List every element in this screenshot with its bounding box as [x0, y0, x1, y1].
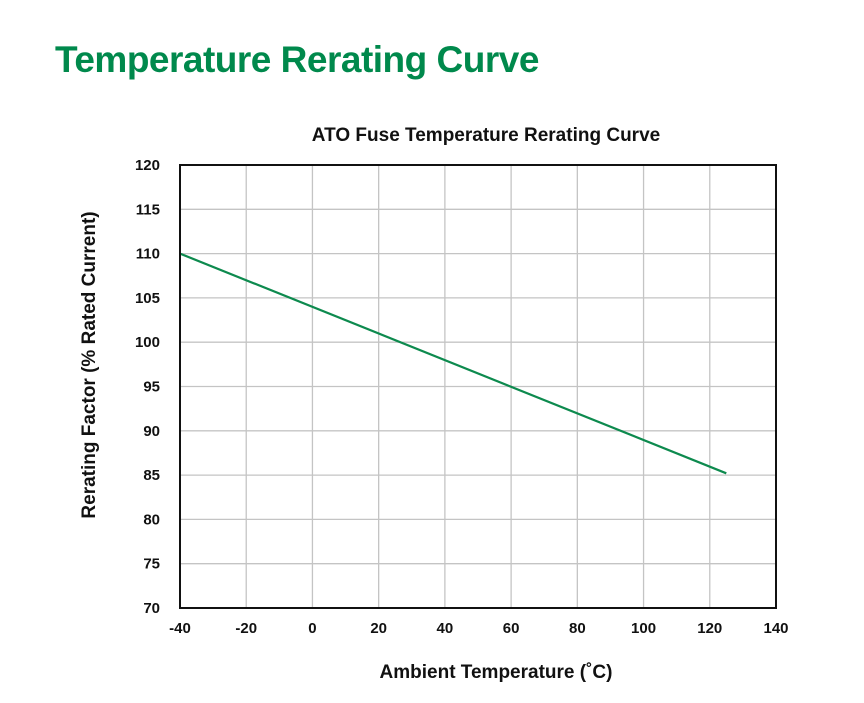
y-tick-label: 70: [143, 600, 160, 617]
y-axis: 70 75 80 85 90 95 100 105 110 115 120: [135, 157, 160, 617]
grid: [179, 164, 777, 609]
y-tick-label: 100: [135, 334, 160, 351]
x-tick-label: -20: [235, 620, 257, 637]
series-layer: [179, 252, 727, 475]
y-tick-label: 120: [135, 157, 160, 174]
x-tick-label: 40: [437, 620, 454, 637]
y-tick-label: 95: [143, 379, 160, 396]
x-tick-label: 140: [763, 620, 788, 637]
chart-title: ATO Fuse Temperature Rerating Curve: [312, 125, 660, 146]
y-tick-label: 85: [143, 467, 160, 484]
series-line: [179, 252, 727, 475]
x-tick-label: 120: [697, 620, 722, 637]
y-tick-label: 105: [135, 290, 160, 307]
y-tick-label: 115: [136, 201, 160, 218]
plot-area: [179, 164, 777, 609]
y-tick-label: 75: [143, 556, 160, 573]
x-tick-label: 60: [503, 620, 520, 637]
y-tick-label: 90: [143, 423, 160, 440]
x-axis: -40 -20 0 20 40 60 80 100 120 140: [169, 620, 788, 637]
x-tick-label: 0: [308, 620, 316, 637]
page-title: Temperature Rerating Curve: [55, 39, 539, 80]
x-tick-label: -40: [169, 620, 191, 637]
x-tick-label: 20: [370, 620, 387, 637]
y-tick-label: 80: [143, 511, 160, 528]
x-axis-title: Ambient Temperature (˚C): [380, 662, 613, 683]
y-axis-title: Rerating Factor (% Rated Current): [79, 211, 100, 518]
y-tick-label: 110: [136, 246, 160, 263]
x-tick-label: 100: [631, 620, 656, 637]
x-tick-label: 80: [569, 620, 586, 637]
